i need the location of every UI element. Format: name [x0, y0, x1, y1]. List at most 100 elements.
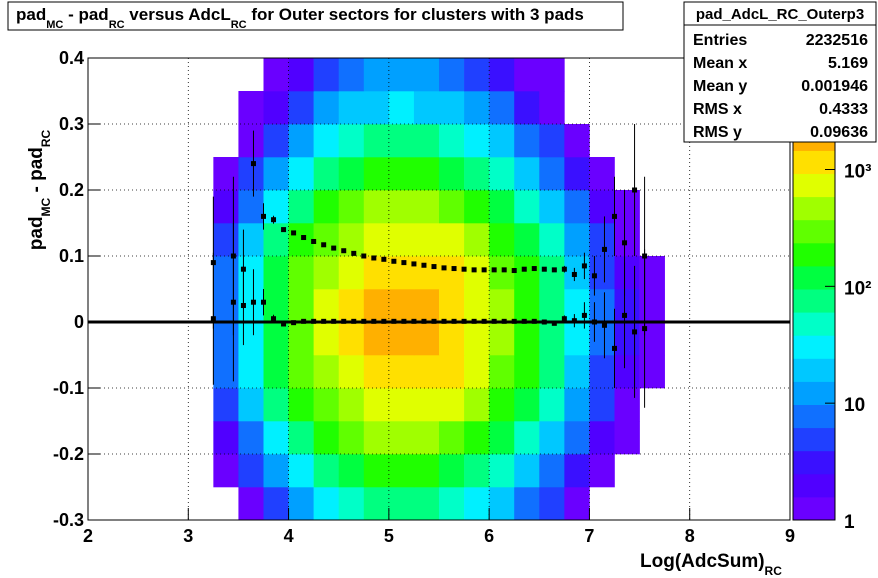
subscript: RC — [765, 564, 783, 578]
profile-point — [491, 267, 497, 273]
heatmap-cell — [489, 223, 515, 257]
label-part: pad — [26, 216, 47, 250]
heatmap-cell — [413, 58, 440, 92]
heatmap-cell — [288, 322, 314, 356]
profile-point — [250, 299, 256, 305]
profile-point — [551, 267, 557, 273]
subscript: MC — [46, 19, 63, 31]
stats-label: Mean y — [693, 78, 747, 95]
profile-point — [341, 248, 347, 254]
heatmap-cell — [639, 256, 665, 290]
heatmap-cell — [388, 190, 415, 224]
heatmap-cell — [514, 289, 540, 323]
heatmap-cell — [263, 190, 289, 224]
profile-point — [421, 262, 427, 268]
stats-value: 5.169 — [828, 55, 868, 72]
stats-title: pad_AdcL_RC_Outerp3 — [696, 6, 864, 23]
profile-point — [601, 322, 607, 328]
heatmap — [213, 58, 665, 521]
heatmap-cell — [514, 454, 540, 488]
heatmap-cell — [514, 388, 540, 422]
stats-label: RMS x — [693, 101, 742, 118]
y-tick-label: 0.3 — [59, 114, 84, 134]
heatmap-cell — [589, 289, 615, 323]
heatmap-cell — [539, 421, 565, 455]
profile-point — [351, 318, 357, 324]
heatmap-cell — [464, 388, 490, 422]
colorbar-swatch — [793, 404, 835, 429]
profile-point — [481, 267, 487, 273]
heatmap-cell — [313, 124, 340, 158]
heatmap-cell — [464, 256, 490, 290]
heatmap-cell — [489, 454, 515, 488]
heatmap-cell — [363, 190, 390, 224]
heatmap-cell — [564, 223, 590, 257]
x-tick-label: 3 — [183, 526, 193, 546]
profile-point — [441, 318, 447, 324]
colorbar-swatch — [793, 358, 835, 382]
profile-point — [401, 260, 407, 266]
label-part: - pad — [26, 147, 47, 198]
label-part: versus AdcL — [125, 5, 231, 24]
heatmap-cell — [413, 487, 440, 521]
heatmap-cell — [313, 421, 340, 455]
heatmap-cell — [489, 289, 515, 323]
colorbar-swatch — [793, 381, 835, 405]
heatmap-cell — [338, 157, 365, 191]
heatmap-cell — [439, 355, 465, 389]
colorbar-swatch — [793, 450, 835, 475]
profile-point — [261, 299, 266, 305]
profile-point — [281, 321, 287, 327]
heatmap-cell — [564, 355, 590, 389]
heatmap-cell — [413, 256, 440, 290]
profile-point — [291, 320, 297, 326]
profile-point — [511, 268, 517, 274]
profile-point — [531, 266, 537, 272]
label-part: for Outer sectors for clusters with 3 pa… — [247, 5, 584, 24]
heatmap-cell — [288, 58, 314, 92]
subscript: MC — [39, 197, 53, 216]
profile-point — [511, 318, 517, 324]
heatmap-cell — [489, 157, 515, 191]
heatmap-cell — [238, 322, 264, 356]
heatmap-cell — [263, 124, 289, 158]
colorbar-swatch — [793, 242, 835, 267]
colorbar-swatch — [793, 473, 835, 498]
y-tick-label: -0.3 — [53, 510, 84, 530]
heatmap-cell — [288, 256, 314, 290]
heatmap-cell — [614, 322, 640, 356]
heatmap-cell — [388, 289, 415, 323]
profile-point — [291, 230, 297, 236]
heatmap-cell — [489, 421, 515, 455]
heatmap-cell — [288, 388, 314, 422]
heatmap-cell — [388, 388, 415, 422]
heatmap-cell — [338, 190, 365, 224]
heatmap-cell — [388, 124, 415, 158]
profile-point — [571, 271, 577, 277]
colorbar-swatch — [793, 427, 835, 452]
profile-point — [622, 312, 628, 318]
heatmap-cell — [363, 58, 390, 92]
heatmap-cell — [388, 91, 415, 125]
heatmap-cell — [238, 388, 264, 422]
heatmap-cell — [313, 289, 340, 323]
colorbar-swatch — [793, 150, 835, 174]
heatmap-cell — [338, 355, 365, 389]
heatmap-cell — [413, 190, 440, 224]
heatmap-cell — [589, 190, 615, 224]
x-tick-label: 8 — [685, 526, 695, 546]
heatmap-cell — [313, 256, 340, 290]
heatmap-cell — [288, 421, 314, 455]
profile-point — [541, 319, 547, 325]
heatmap-cell — [439, 322, 465, 356]
subscript: RC — [231, 19, 247, 31]
heatmap-cell — [564, 487, 590, 521]
heatmap-cell — [263, 421, 289, 455]
profile-point — [431, 264, 437, 270]
heatmap-cell — [439, 487, 465, 521]
heatmap-cell — [313, 322, 340, 356]
heatmap-cell — [238, 190, 264, 224]
y-tick-label: 0.4 — [59, 48, 84, 68]
profile-point — [561, 266, 567, 272]
heatmap-cell — [213, 223, 239, 257]
